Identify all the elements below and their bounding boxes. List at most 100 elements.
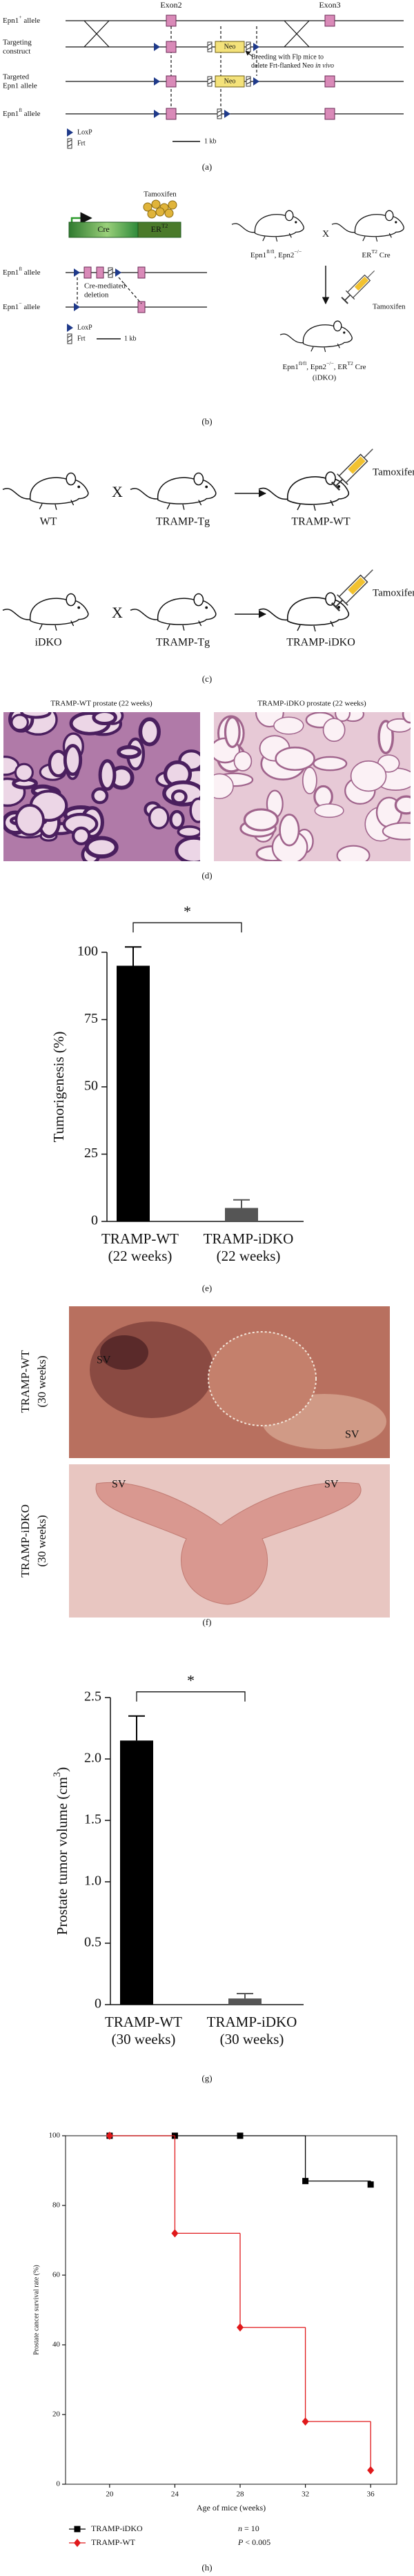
marker (106, 2132, 113, 2140)
y-tick-label: 0 (95, 1996, 101, 2012)
tissue (90, 1321, 214, 1418)
photo-idko (69, 1464, 390, 1618)
mouse-leg (166, 500, 202, 510)
allele-label: Epn1 allele (3, 82, 37, 90)
mouse (130, 593, 217, 631)
loxp-site (253, 77, 259, 86)
x-tick-label: 36 (367, 2490, 375, 2499)
mouse-leg (297, 500, 334, 511)
gland (169, 809, 185, 830)
exon (166, 75, 177, 88)
exon (324, 75, 335, 88)
er-box (137, 222, 181, 238)
mouse-ear (325, 592, 336, 606)
mouse (231, 210, 304, 242)
tamoxifen-molecule (143, 202, 152, 212)
label: 1 kb (204, 137, 217, 145)
mouse-body (157, 477, 217, 504)
mouse-eye (337, 485, 340, 488)
allele-label: Epn1fl allele (3, 107, 41, 117)
mouse-tail (331, 223, 357, 233)
text-part: Epn1 (3, 268, 19, 277)
label: X (322, 229, 329, 239)
syringe-needle (364, 449, 373, 458)
y-tick-label: 50 (84, 1079, 98, 1094)
plot-frame (65, 2135, 397, 2485)
gland (14, 804, 45, 836)
significance-label: * (187, 1672, 195, 1689)
syringe-flange (337, 473, 348, 485)
exon (166, 41, 177, 53)
mouse-ear (193, 593, 204, 607)
text-part: Cre (377, 251, 391, 259)
line (284, 20, 310, 48)
mouse-tail (258, 487, 290, 500)
text-part: Epn1 (250, 251, 266, 259)
mouse-ear (66, 472, 77, 486)
text-part: n (238, 2524, 242, 2533)
y-tick-label: 40 (52, 2341, 61, 2349)
legend-marker (74, 2526, 81, 2533)
frt-site (217, 108, 222, 119)
y-tick-label: 20 (52, 2410, 61, 2419)
x-tick-label: TRAMP-WT (101, 1230, 179, 1247)
neo-label: Neo (224, 43, 236, 50)
y-tick-label: 75 (84, 1011, 98, 1026)
text-part: allele (22, 110, 41, 118)
label: TRAMP-WT prostate (22 weeks) (50, 700, 152, 708)
mouse-tail (231, 223, 257, 233)
mouse-body (287, 476, 350, 505)
label: TRAMP-iDKO (286, 637, 355, 649)
mouse-eye (395, 221, 397, 224)
label: Epn1fl/fl, Epn2−/−, ERT2 Cre (282, 360, 366, 371)
y-tick-label: 60 (52, 2271, 61, 2279)
gland (170, 789, 188, 805)
mouse-leg (39, 500, 75, 510)
label: LoxP (77, 324, 92, 331)
text-part: allele (22, 303, 41, 311)
gland (148, 805, 170, 829)
y-tick-label: 0 (91, 1213, 98, 1228)
allele-label: Epn1fl allele (3, 266, 41, 276)
text-part: in vivo (315, 62, 334, 70)
x-tick-label: (22 weeks) (108, 1248, 172, 1264)
label: TRAMP-iDKO prostate (22 weeks) (257, 700, 366, 708)
line (67, 339, 72, 342)
frt-site (67, 333, 72, 344)
mouse-eye (337, 606, 340, 609)
panel-label: (h) (201, 2562, 212, 2573)
loxp-site (154, 110, 160, 118)
mouse-tail (2, 609, 32, 620)
loxp-site (67, 324, 73, 332)
y-tick-label: 1.5 (84, 1812, 101, 1827)
neo-box (215, 41, 245, 53)
label: (30 weeks) (35, 1515, 48, 1566)
frt-site (108, 267, 113, 278)
text-part: Epn1 (3, 303, 19, 311)
mouse-leg (362, 233, 392, 242)
gland (71, 826, 91, 845)
mouse (2, 593, 89, 631)
tissue (95, 1482, 362, 1605)
y-tick-label: 25 (84, 1146, 98, 1161)
tamoxifen-molecule (164, 208, 174, 218)
label: (iDKO) (313, 374, 337, 382)
significance-label: * (184, 903, 191, 920)
line (246, 81, 251, 85)
label: TRAMP-iDKO (19, 1504, 32, 1577)
mouse (258, 592, 350, 632)
line (67, 139, 72, 143)
mouse-body (254, 214, 304, 237)
gland (382, 822, 411, 840)
label: TRAMP-Tg (156, 637, 210, 649)
exon (137, 266, 146, 279)
syringe (341, 270, 375, 304)
mouse-ear (384, 210, 394, 222)
mouse-tail (258, 608, 290, 621)
label: (30 weeks) (35, 1355, 48, 1407)
syringe-liquid (348, 577, 366, 595)
mouse (331, 210, 404, 242)
gland (233, 751, 253, 771)
y-tick-label: 100 (49, 2132, 61, 2140)
label: TRAMP-Tg (156, 516, 210, 528)
